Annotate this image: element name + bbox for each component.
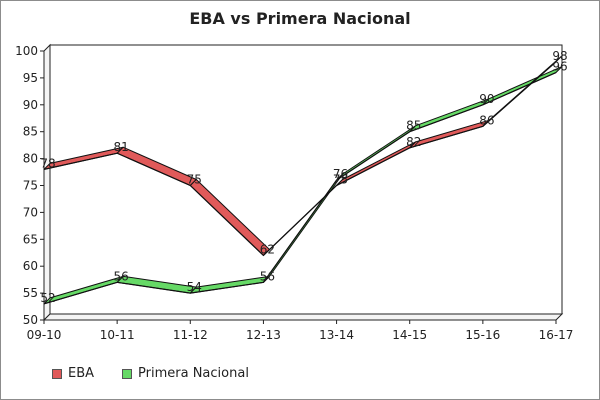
y-tick-label: 85 [23,125,38,139]
plot-floor [42,313,564,321]
x-tick-label: 14-15 [392,328,427,342]
data-label-eba: 82 [406,135,421,149]
legend-swatch-primera-nacional [122,368,133,379]
series-eba [43,55,563,257]
series-group [43,55,563,305]
axes: 50 55 60 65 70 75 80 85 90 95 100 09-10 10-11 11-12 12… [15,43,574,342]
legend-swatch-eba [52,368,62,379]
data-label-primera-nacional: 90 [479,92,494,106]
x-tick-label: 09-10 [27,328,62,342]
x-tick-label: 11-12 [173,328,208,342]
y-tick-label: 55 [23,286,38,300]
data-label-eba: 98 [552,49,567,63]
data-label-primera-nacional: 52 [40,291,55,305]
series-line-eba [43,61,557,257]
chart-title: EBA vs Primera Nacional [189,9,410,28]
y-tick-label: 65 [23,232,38,246]
legend-item-eba[interactable]: EBA [52,366,94,381]
data-label-primera-nacional: 85 [406,119,421,133]
x-tick-label: 12-13 [246,328,281,342]
data-label-primera-nacional: 56 [114,269,129,283]
x-tick-label: 15-16 [465,328,500,342]
series-line-primera-nacional [43,71,557,305]
data-label-eba: 81 [114,140,129,154]
data-label-primera-nacional: 76 [333,167,348,181]
plot-left-wall [43,43,51,322]
data-label-primera-nacional: 96 [552,60,567,74]
y-tick-label: 70 [23,205,38,219]
y-tick-label: 100 [15,44,38,58]
data-label-eba: 78 [40,156,55,170]
data-labels: 78 81 75 62 75 82 86 98 52 56 54 56 76 85 90 96 [40,49,567,305]
y-tick-label: 90 [23,98,38,112]
data-label-primera-nacional: 54 [187,280,202,294]
x-tick-label: 10-11 [100,328,135,342]
y-tick-label: 50 [23,313,38,327]
legend-item-primera-nacional[interactable]: Primera Nacional [122,366,249,381]
data-label-eba: 75 [187,173,202,187]
legend: EBA Primera Nacional [52,366,277,381]
data-label-primera-nacional: 56 [260,269,275,283]
legend-label-primera-nacional: Primera Nacional [138,366,249,381]
y-tick-label: 95 [23,71,38,85]
y-tick-label: 80 [23,152,38,166]
data-label-eba: 62 [260,242,275,256]
series-primera-nacional [43,66,563,305]
legend-label-eba: EBA [68,366,95,381]
y-tick-label: 60 [23,259,38,273]
data-label-eba: 75 [333,173,348,187]
data-label-eba: 86 [479,113,494,127]
x-tick-label: 13-14 [319,328,354,342]
y-tick-label: 75 [23,179,38,193]
x-tick-label: 16-17 [539,328,574,342]
